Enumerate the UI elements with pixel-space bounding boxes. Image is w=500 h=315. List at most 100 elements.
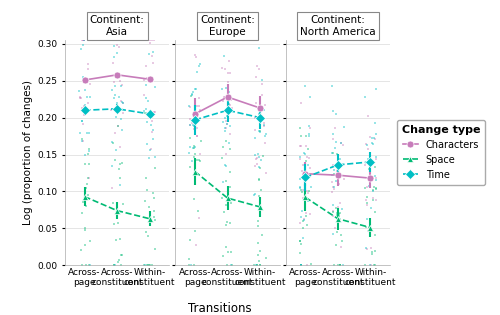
Point <box>337 232 345 238</box>
Point <box>114 123 122 129</box>
Point <box>296 126 304 131</box>
Point <box>78 137 86 142</box>
Point <box>371 174 379 179</box>
Point <box>84 131 92 136</box>
Point <box>336 163 344 168</box>
Point <box>190 172 198 177</box>
Point <box>150 215 158 220</box>
Point <box>151 246 159 251</box>
Point <box>258 232 266 237</box>
Point <box>360 95 368 100</box>
Point <box>297 133 305 138</box>
Point <box>298 100 306 106</box>
Point <box>296 239 304 244</box>
Point <box>113 43 121 48</box>
Point <box>364 229 372 234</box>
Point <box>304 223 312 228</box>
Point <box>148 111 156 116</box>
Point <box>256 248 264 253</box>
Point <box>254 219 262 224</box>
Point <box>222 152 230 157</box>
Point <box>192 86 200 91</box>
Point <box>228 106 236 111</box>
Point <box>221 95 229 100</box>
Point <box>256 128 264 133</box>
Point <box>304 162 312 167</box>
Point <box>224 79 232 84</box>
Point <box>78 263 86 268</box>
Point <box>372 132 380 137</box>
Point <box>190 128 198 133</box>
Point <box>256 166 264 171</box>
Point <box>193 103 201 108</box>
Point <box>190 143 198 148</box>
Point <box>225 89 233 94</box>
Point <box>142 175 150 180</box>
Point <box>251 153 259 158</box>
Point <box>118 100 126 106</box>
Point <box>304 188 312 193</box>
Point <box>226 102 234 107</box>
Point <box>108 141 116 146</box>
Point <box>328 150 336 155</box>
Point <box>80 37 88 43</box>
Point <box>81 152 89 158</box>
Point <box>188 91 196 96</box>
Point <box>330 263 338 268</box>
Point <box>225 141 233 146</box>
Point <box>141 199 149 204</box>
Point <box>143 187 151 192</box>
Point <box>150 166 158 171</box>
Point <box>332 126 340 131</box>
Point <box>363 200 371 205</box>
Point <box>150 209 158 214</box>
Point <box>304 146 312 151</box>
Point <box>76 95 84 100</box>
Point <box>332 179 340 184</box>
Point <box>368 174 376 179</box>
Point <box>298 190 306 195</box>
Point <box>191 87 199 92</box>
Point <box>305 188 313 193</box>
Point <box>222 129 230 134</box>
Point <box>372 156 380 161</box>
Point <box>187 93 195 98</box>
Point <box>110 263 118 268</box>
Point <box>262 131 270 136</box>
Point <box>142 263 150 268</box>
Point <box>196 157 203 162</box>
Point <box>140 108 148 113</box>
Point <box>219 98 227 103</box>
Point <box>142 106 150 111</box>
Point <box>142 83 150 88</box>
Point <box>110 55 118 60</box>
Point <box>258 157 266 162</box>
Point <box>146 156 154 161</box>
Point <box>118 116 126 121</box>
Point <box>255 45 263 50</box>
Point <box>254 67 262 72</box>
Point <box>306 211 314 216</box>
Point <box>80 37 88 43</box>
Point <box>82 203 90 209</box>
Point <box>254 223 262 228</box>
Point <box>111 157 119 162</box>
Point <box>193 158 201 163</box>
Point <box>364 113 372 118</box>
Point <box>116 182 124 187</box>
Point <box>332 151 340 156</box>
Point <box>328 172 336 177</box>
Point <box>365 159 373 164</box>
Point <box>218 196 226 201</box>
Point <box>192 55 200 60</box>
Point <box>254 156 262 161</box>
Point <box>190 145 198 150</box>
Point <box>222 66 230 72</box>
Point <box>220 210 228 215</box>
Point <box>300 217 308 222</box>
Point <box>250 192 258 197</box>
Point <box>329 185 337 190</box>
Point <box>192 116 200 121</box>
Point <box>340 177 347 182</box>
Point <box>218 155 226 160</box>
